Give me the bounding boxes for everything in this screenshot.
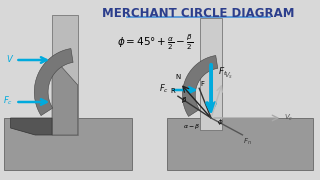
Text: $F_t$: $F_t$ [218, 66, 228, 78]
Text: MERCHANT CIRCLE DIAGRAM: MERCHANT CIRCLE DIAGRAM [102, 7, 294, 20]
Text: $\beta$: $\beta$ [181, 95, 188, 105]
Text: V: V [7, 55, 12, 64]
Bar [167, 118, 313, 170]
Text: R: R [170, 88, 175, 94]
Text: $\alpha-\beta$: $\alpha-\beta$ [183, 122, 201, 131]
Text: $V_c$: $V_c$ [284, 113, 293, 123]
Bar [4, 118, 132, 170]
Text: $F_c$: $F_c$ [159, 83, 169, 95]
Text: $\phi$: $\phi$ [217, 117, 223, 127]
Polygon shape [11, 118, 52, 135]
Polygon shape [34, 49, 73, 116]
Polygon shape [52, 65, 78, 135]
Bar [52, 15, 78, 135]
Text: $F_n$: $F_n$ [244, 137, 252, 147]
Polygon shape [182, 55, 218, 116]
Text: $F_c$: $F_c$ [3, 95, 12, 107]
Text: $V_s$: $V_s$ [224, 71, 233, 81]
Text: N: N [175, 74, 181, 80]
Text: F: F [200, 81, 204, 87]
Bar [200, 18, 222, 130]
Text: $\phi = 45° + \frac{\alpha}{2} - \frac{\beta}{2}$: $\phi = 45° + \frac{\alpha}{2} - \frac{\… [117, 32, 193, 52]
